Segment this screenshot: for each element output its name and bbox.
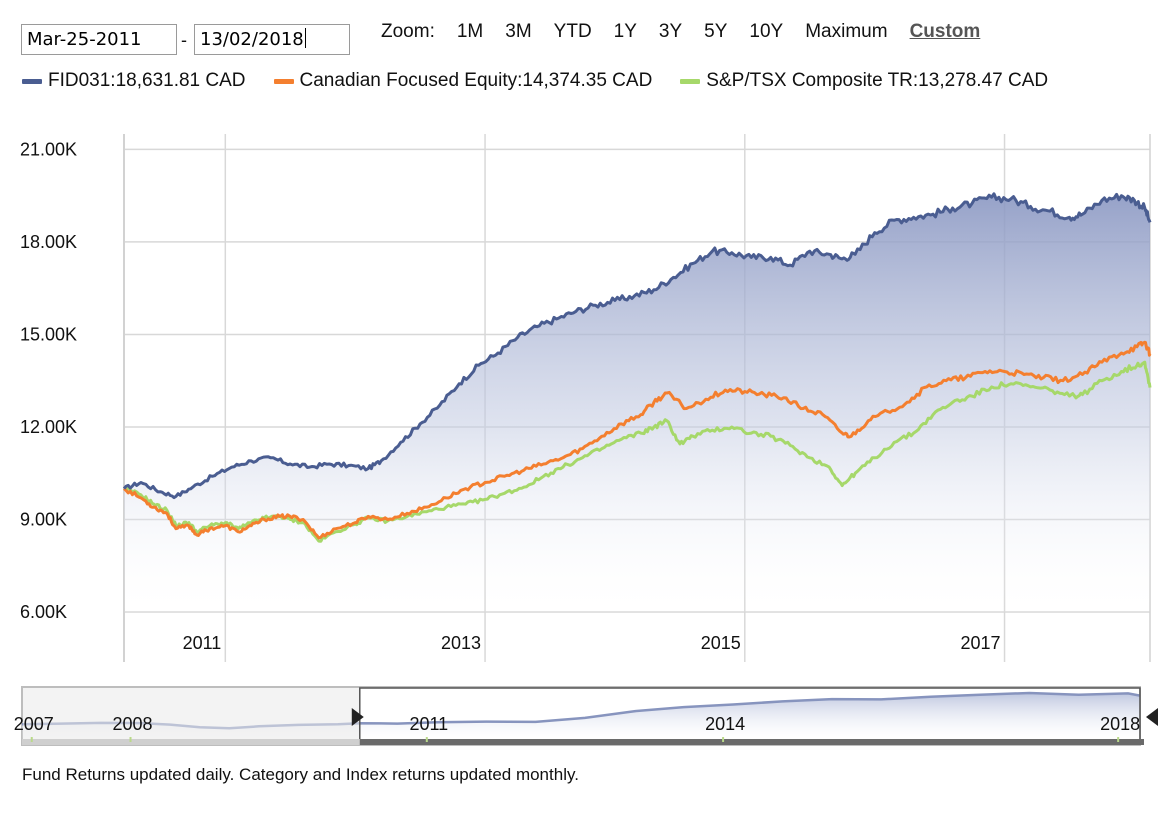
y-tick-label-2: 12.00K (20, 417, 77, 437)
start-date-input[interactable]: Mar-25-2011 (21, 24, 177, 55)
y-tick-label-0: 6.00K (20, 602, 67, 622)
y-tick-label-5: 21.00K (20, 139, 77, 159)
y-tick-label-4: 18.00K (20, 232, 77, 252)
y-tick-label-1: 9.00K (20, 509, 67, 529)
navigator-right-handle[interactable] (1146, 708, 1158, 726)
zoom-label: Zoom: (381, 21, 435, 42)
zoom-3m-button[interactable]: 3M (505, 21, 532, 42)
series-line-fid031 (122, 192, 1152, 500)
legend-label-fid031: FID031:18,631.81 CAD (48, 70, 246, 91)
series-lines (122, 192, 1152, 543)
x-tick-label-3: 2017 (960, 633, 1000, 653)
y-axis-labels: 6.00K 9.00K 12.00K 15.00K 18.00K 21.00K (20, 139, 77, 622)
y-tick-label-3: 15.00K (20, 324, 77, 344)
legend-label-sp-tsx-composite: S&P/TSX Composite TR:13,278.47 CAD (706, 70, 1049, 91)
date-range-separator: - (181, 30, 187, 50)
range-navigator: 2007 2008 2011 2014 2018 (14, 686, 1158, 746)
zoom-maximum-button[interactable]: Maximum (805, 21, 888, 42)
legend-swatch-fid031 (22, 78, 42, 84)
x-axis-labels: 2011 2013 2015 2017 (183, 633, 1001, 653)
navigator-label-2: 2011 (409, 714, 448, 734)
navigator-left-handle[interactable] (351, 708, 364, 726)
end-date-value: 13/02/2018 (200, 29, 304, 50)
series-line-canadian-focused-equity (122, 340, 1152, 540)
legend-swatch-sp-tsx-composite (680, 78, 701, 84)
chart-legend: FID031:18,631.81 CAD Canadian Focused Eq… (22, 70, 1076, 92)
zoom-3y-button[interactable]: 3Y (658, 21, 683, 42)
legend-item-canadian-focused-equity[interactable]: Canadian Focused Equity:14,374.35 CAD (273, 70, 653, 92)
zoom-5y-button[interactable]: 5Y (704, 21, 728, 42)
navigator-label-0: 2007 (14, 714, 54, 734)
series-area-fid031 (124, 193, 1150, 613)
text-cursor (304, 28, 306, 48)
series-area-fill (124, 193, 1150, 613)
legend-label-canadian-focused-equity: Canadian Focused Equity:14,374.35 CAD (299, 70, 653, 91)
footer-note: Fund Returns updated daily. Category and… (22, 765, 579, 784)
end-date-input[interactable]: 13/02/2018 (194, 24, 350, 55)
navigator-unselected-mask (23, 688, 360, 744)
series-line-s-p-tsx-composite-tr (123, 360, 1152, 543)
navigator-label-4: 2018 (1100, 714, 1140, 734)
zoom-1m-button[interactable]: 1M (456, 21, 484, 42)
x-tick-label-1: 2013 (441, 633, 481, 653)
zoom-bar: Zoom: 1M 3M YTD 1Y 3Y 5Y 10Y Maximum Cus… (381, 21, 980, 43)
start-date-value: Mar-25-2011 (27, 29, 142, 50)
navigator-label-3: 2014 (705, 714, 745, 734)
x-tick-label-0: 2011 (183, 633, 222, 653)
legend-item-sp-tsx-composite[interactable]: S&P/TSX Composite TR:13,278.47 CAD (680, 70, 1048, 92)
zoom-custom-button[interactable]: Custom (909, 21, 981, 42)
navigator-label-1: 2008 (112, 714, 152, 734)
zoom-ytd-button[interactable]: YTD (553, 21, 592, 42)
x-tick-label-2: 2015 (701, 633, 741, 653)
legend-item-fid031[interactable]: FID031:18,631.81 CAD (22, 70, 246, 92)
legend-swatch-canadian-focused-equity (273, 78, 294, 84)
zoom-10y-button[interactable]: 10Y (749, 21, 784, 42)
zoom-1y-button[interactable]: 1Y (613, 21, 637, 42)
navigator-scrollbar-thumb[interactable] (359, 739, 1144, 745)
